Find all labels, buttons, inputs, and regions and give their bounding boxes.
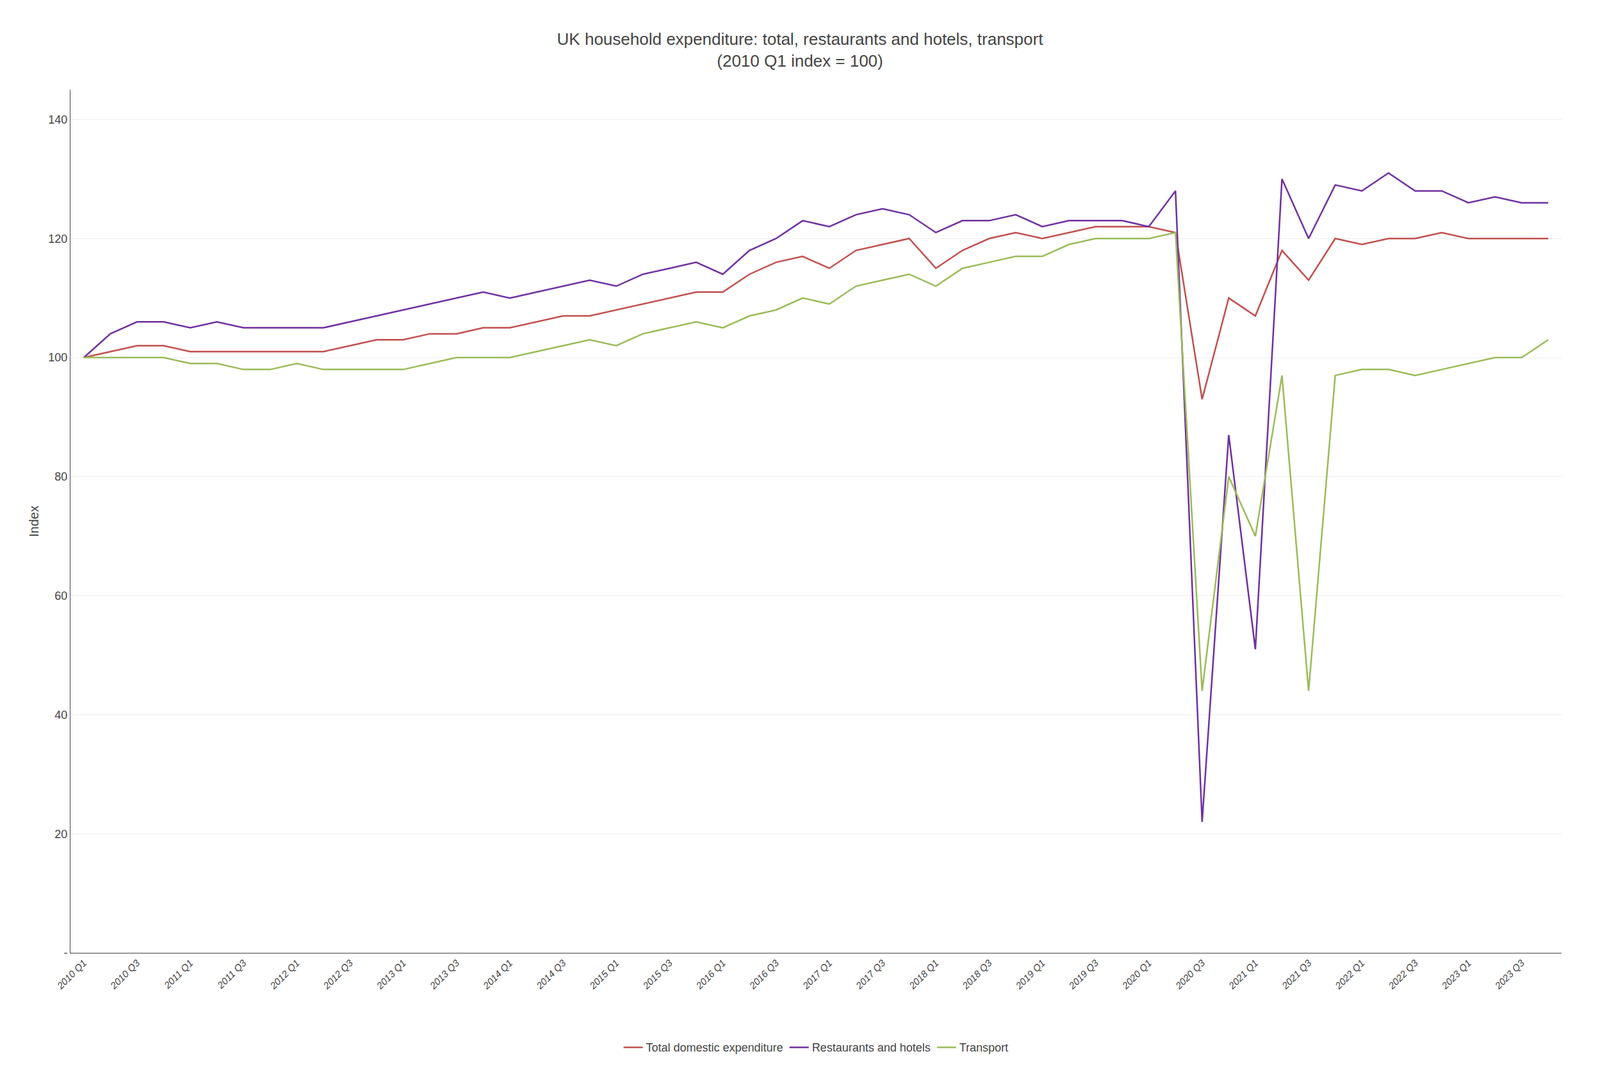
svg-text:80: 80 <box>54 470 68 483</box>
svg-text:2023 Q1: 2023 Q1 <box>1439 956 1474 991</box>
svg-text:2017 Q1: 2017 Q1 <box>800 956 834 991</box>
svg-text:2019 Q3: 2019 Q3 <box>1066 956 1102 991</box>
svg-text:Index: Index <box>26 505 41 537</box>
svg-text:2016 Q1: 2016 Q1 <box>693 956 728 991</box>
svg-text:2022 Q3: 2022 Q3 <box>1385 956 1421 991</box>
svg-text:2017 Q3: 2017 Q3 <box>853 956 888 991</box>
svg-text:2018 Q3: 2018 Q3 <box>959 956 995 991</box>
svg-text:140: 140 <box>48 113 68 127</box>
svg-text:2014 Q3: 2014 Q3 <box>533 956 569 991</box>
svg-text:2015 Q1: 2015 Q1 <box>586 956 621 991</box>
svg-text:2013 Q1: 2013 Q1 <box>374 956 409 991</box>
svg-text:2021 Q1: 2021 Q1 <box>1225 956 1260 991</box>
svg-text:2016 Q3: 2016 Q3 <box>746 956 782 991</box>
svg-text:2011 Q3: 2011 Q3 <box>214 956 249 991</box>
svg-text:2021 Q3: 2021 Q3 <box>1279 956 1314 991</box>
svg-text:2014 Q1: 2014 Q1 <box>480 956 515 991</box>
svg-text:Transport: Transport <box>959 1040 1009 1054</box>
svg-text:2019 Q1: 2019 Q1 <box>1012 956 1047 991</box>
svg-text:-: - <box>63 946 68 959</box>
svg-text:2015 Q3: 2015 Q3 <box>639 956 675 991</box>
svg-text:2013 Q3: 2013 Q3 <box>427 956 462 991</box>
svg-text:2023 Q3: 2023 Q3 <box>1492 956 1527 991</box>
svg-text:2020 Q3: 2020 Q3 <box>1172 956 1208 991</box>
svg-text:2018 Q1: 2018 Q1 <box>906 956 941 991</box>
svg-text:20: 20 <box>54 827 68 841</box>
svg-text:2012 Q3: 2012 Q3 <box>320 956 356 991</box>
svg-text:120: 120 <box>48 232 68 246</box>
svg-text:2012 Q1: 2012 Q1 <box>267 956 302 991</box>
svg-text:2010 Q1: 2010 Q1 <box>54 956 89 991</box>
svg-text:2020 Q1: 2020 Q1 <box>1119 956 1154 991</box>
svg-text:2011 Q1: 2011 Q1 <box>161 956 196 991</box>
svg-text:2022 Q1: 2022 Q1 <box>1332 956 1367 991</box>
svg-text:40: 40 <box>54 708 68 722</box>
svg-text:60: 60 <box>54 589 68 603</box>
svg-text:Total domestic expenditure: Total domestic expenditure <box>646 1040 784 1054</box>
svg-text:Restaurants and hotels: Restaurants and hotels <box>812 1040 931 1054</box>
svg-text:UK household expenditure: tota: UK household expenditure: total, restaur… <box>557 29 1045 71</box>
svg-text:100: 100 <box>48 351 68 364</box>
svg-text:2010 Q3: 2010 Q3 <box>107 956 143 991</box>
